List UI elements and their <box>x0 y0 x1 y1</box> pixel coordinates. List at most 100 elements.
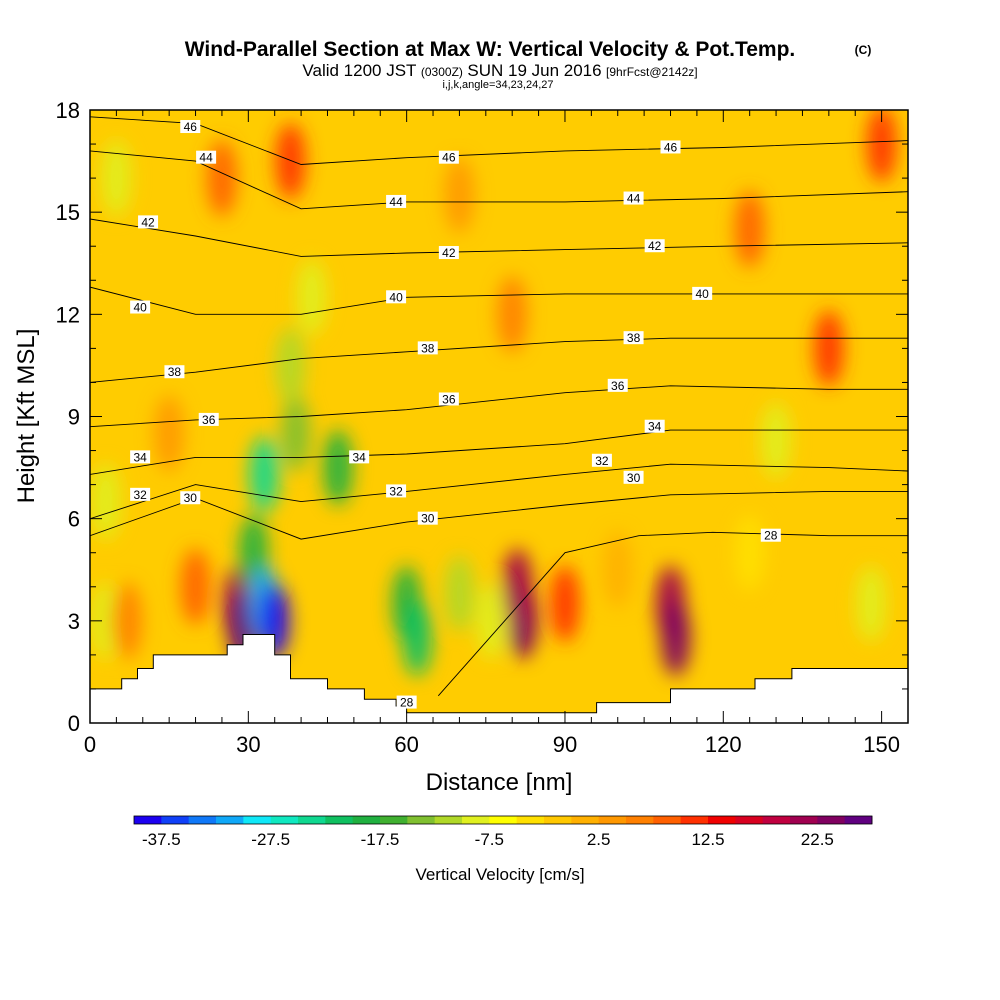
x-axis-title: Distance [nm] <box>426 769 573 796</box>
y-tick-label: 6 <box>68 507 80 532</box>
svg-text:46: 46 <box>442 151 456 165</box>
velocity-cell-2 <box>111 582 142 659</box>
y-tick-label: 15 <box>56 200 80 225</box>
colorbar-tick-label: -27.5 <box>251 830 290 849</box>
y-tick-label: 9 <box>68 405 80 430</box>
svg-text:44: 44 <box>389 195 403 209</box>
velocity-cell-24 <box>856 565 887 642</box>
x-tick-label: 0 <box>84 732 96 757</box>
svg-text:36: 36 <box>202 413 216 427</box>
velocity-cell-9 <box>280 395 311 472</box>
x-tick-label: 60 <box>394 732 418 757</box>
theta-contour-32 <box>90 463 908 520</box>
chart-subtitle-indices: i,j,k,angle=34,23,24,27 <box>442 79 553 91</box>
svg-text:44: 44 <box>627 192 641 206</box>
velocity-cell-29 <box>275 123 306 200</box>
contour-label-27: 28 <box>760 528 781 543</box>
velocity-cell-33 <box>101 140 132 217</box>
colorbar-tick-label: -7.5 <box>475 830 504 849</box>
colorbar-swatch <box>134 816 162 824</box>
velocity-cell-14 <box>402 599 433 676</box>
contour-label-19: 44 <box>623 191 644 206</box>
velocity-cell-32 <box>866 110 897 183</box>
velocity-cell-35 <box>180 548 211 625</box>
contour-label-4: 38 <box>164 365 185 379</box>
contour-label-11: 42 <box>438 246 459 260</box>
x-tick-label: 30 <box>236 732 260 757</box>
colorbar-swatch <box>298 816 326 824</box>
contour-label-10: 44 <box>386 194 407 209</box>
velocity-cell-1 <box>90 582 121 659</box>
colorbar-swatch <box>817 816 846 824</box>
contour-label-8: 30 <box>180 491 201 505</box>
svg-text:28: 28 <box>764 529 778 543</box>
title-copyright-mark: (C) <box>855 43 872 57</box>
velocity-cell-10 <box>323 429 354 506</box>
contour-label-17: 30 <box>417 511 438 526</box>
velocity-cell-0 <box>90 463 121 540</box>
contour-label-3: 40 <box>130 300 151 315</box>
colorbar-swatch <box>434 816 463 824</box>
svg-text:34: 34 <box>352 450 366 464</box>
colorbar-swatch <box>626 816 654 824</box>
colorbar-swatch <box>516 816 545 824</box>
velocity-cell-21 <box>660 599 691 676</box>
velocity-cell-31 <box>444 157 475 234</box>
colorbar-swatch <box>270 816 299 824</box>
svg-text:32: 32 <box>133 488 147 502</box>
svg-text:40: 40 <box>389 290 403 304</box>
colorbar-tick-label: 22.5 <box>801 830 834 849</box>
colorbar-swatch <box>407 816 436 824</box>
chart-title: Wind-Parallel Section at Max W: Vertical… <box>185 38 796 61</box>
colorbar-swatch <box>462 816 490 824</box>
contour-label-21: 40 <box>692 286 713 301</box>
svg-text:28: 28 <box>400 696 414 710</box>
colorbar-tick-label: 2.5 <box>587 830 611 849</box>
y-tick-label: 3 <box>68 609 80 634</box>
velocity-cell-34 <box>154 395 185 472</box>
colorbar-swatch <box>216 816 244 824</box>
svg-text:42: 42 <box>442 246 456 260</box>
contour-label-23: 36 <box>607 378 628 393</box>
colorbar-swatch <box>544 816 572 824</box>
svg-text:30: 30 <box>184 491 198 505</box>
velocity-cell-19 <box>549 565 580 642</box>
y-axis-title: Height [Kft MSL] <box>13 329 40 504</box>
velocity-cell-23 <box>761 402 792 479</box>
svg-text:40: 40 <box>133 301 147 315</box>
velocity-cell-15 <box>444 555 475 632</box>
colorbar-swatch <box>844 816 873 824</box>
colorbar-tick-label: -17.5 <box>361 830 400 849</box>
colorbar-swatch <box>243 816 272 824</box>
svg-text:38: 38 <box>627 331 641 345</box>
subtitle-forecast: [9hrFcst@2142z] <box>606 65 698 79</box>
svg-text:32: 32 <box>389 484 403 498</box>
contour-label-2: 42 <box>138 215 159 229</box>
colorbar-swatch <box>571 816 600 824</box>
theta-contour-30 <box>90 490 908 540</box>
svg-text:38: 38 <box>421 341 435 355</box>
velocity-cell-28 <box>813 310 844 387</box>
velocity-cell-27 <box>734 191 765 268</box>
contour-label-20: 42 <box>644 239 665 253</box>
terrain <box>90 634 908 723</box>
colorbar-swatch <box>735 816 764 824</box>
svg-text:30: 30 <box>421 512 435 526</box>
x-tick-label: 120 <box>705 732 742 757</box>
velocity-cell-22 <box>602 531 633 608</box>
velocity-cell-11 <box>296 259 327 336</box>
contour-label-28: 28 <box>396 695 417 710</box>
colorbar-frame <box>133 815 873 825</box>
colorbar-swatch <box>680 816 709 824</box>
contour-labels: 46 44 42 40 38 36 34 32 30 46 44 42 40 38 36 34 32 30 46 44… <box>130 120 781 710</box>
subtitle-date: SUN 19 Jun 2016 <box>467 61 601 80</box>
svg-text:40: 40 <box>696 287 710 301</box>
svg-text:34: 34 <box>133 450 147 464</box>
contour-label-6: 34 <box>130 450 151 464</box>
contour-label-9: 46 <box>438 150 459 165</box>
colorbar-tick-label: -37.5 <box>142 830 181 849</box>
y-tick-label: 12 <box>56 302 80 327</box>
contour-label-26: 30 <box>623 470 644 485</box>
